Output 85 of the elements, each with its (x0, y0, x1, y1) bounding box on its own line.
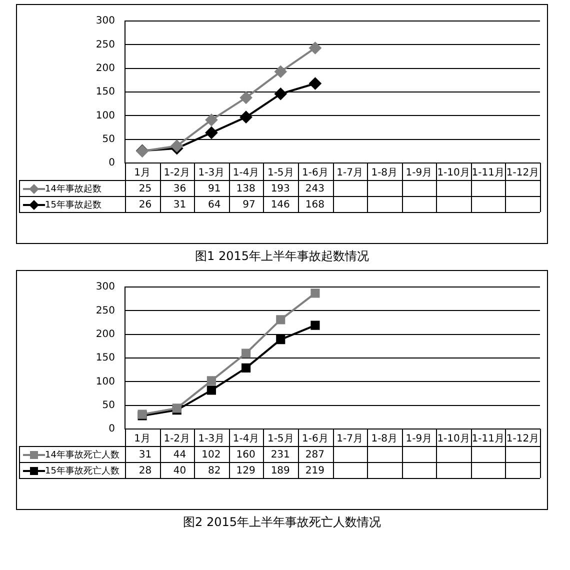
x-tick-label: 1-2月 (164, 168, 190, 179)
y-tick-label: 150 (96, 352, 115, 364)
x-tick-label: 1-5月 (267, 168, 294, 179)
point (205, 126, 218, 139)
x-tick-label: 1-3月 (198, 434, 225, 445)
data-label: 138 (236, 184, 256, 195)
y-tick-label: 50 (102, 134, 115, 145)
text: 图1 2015年上半年事故起数情况 (194, 248, 370, 265)
data-label: 160 (236, 450, 256, 461)
y-tick-label: 0 (108, 158, 115, 169)
data-label: 146 (270, 200, 290, 211)
x-tick-label: 1-10月 (437, 168, 470, 179)
point (170, 140, 183, 152)
x-tick-label: 1-11月 (472, 434, 504, 445)
point (240, 92, 252, 104)
point (242, 348, 251, 358)
point (205, 114, 218, 126)
x-tick-label: 1-11月 (472, 168, 504, 179)
point (310, 320, 320, 330)
legend-label: 15年事故死亡人数 (45, 465, 120, 476)
legend-label: 15年事故起数 (45, 199, 102, 210)
point (310, 288, 320, 298)
data-label: 129 (236, 466, 256, 477)
data-label: 31 (173, 200, 186, 211)
point (309, 77, 322, 90)
data-label: 28 (138, 466, 152, 477)
data-label: 193 (270, 184, 290, 195)
point (276, 335, 286, 344)
data-label: 82 (208, 466, 221, 477)
y-tick-label: 0 (108, 424, 115, 435)
y-tick-label: 250 (96, 39, 115, 50)
data-label: 25 (138, 184, 152, 195)
point (276, 315, 286, 324)
y-tick-label: 300 (96, 16, 115, 27)
x-tick-label: 1-2月 (164, 434, 190, 445)
data-label: 31 (138, 450, 152, 461)
y-tick-label: 250 (96, 305, 115, 316)
y-tick-label: 300 (96, 282, 115, 293)
data-label: 219 (305, 466, 324, 477)
text: 图2 2015年上半年事故死亡人数情况 (182, 514, 382, 531)
x-tick-label: 1-12月 (506, 168, 540, 179)
data-label: 36 (173, 184, 186, 195)
x-tick-label: 1-7月 (336, 434, 363, 445)
x-tick-label: 1-6月 (302, 168, 328, 179)
point (206, 376, 216, 386)
data-label: 64 (208, 200, 221, 211)
point (240, 111, 252, 124)
data-label: 231 (270, 450, 290, 461)
data-label: 91 (208, 184, 221, 195)
x-tick-label: 1-5月 (267, 434, 294, 445)
x-tick-label: 1-4月 (232, 168, 260, 179)
point (206, 386, 216, 395)
y-tick-label: 100 (96, 110, 115, 122)
y-tick-label: 200 (96, 328, 115, 340)
x-tick-label: 1-3月 (198, 168, 225, 179)
data-label: 168 (305, 200, 324, 211)
data-label: 40 (173, 466, 186, 477)
point (274, 88, 287, 100)
y-tick-label: 50 (102, 400, 115, 411)
x-tick-label: 1-7月 (336, 168, 363, 179)
data-label: 102 (202, 450, 221, 461)
data-label: 97 (242, 200, 256, 211)
x-tick-label: 1-8月 (371, 168, 398, 179)
point (274, 66, 287, 78)
x-tick-label: 1月 (134, 434, 150, 445)
data-label: 189 (270, 466, 290, 477)
x-tick-label: 1-9月 (406, 168, 432, 179)
x-tick-label: 1-12月 (506, 434, 540, 445)
x-tick-label: 1月 (134, 168, 150, 179)
data-label: 243 (305, 184, 324, 195)
x-tick-label: 1-4月 (232, 434, 260, 445)
x-tick-label: 1-10月 (437, 434, 470, 445)
x-tick-label: 1-8月 (371, 434, 398, 445)
y-tick-label: 200 (96, 62, 115, 74)
y-tick-label: 150 (96, 86, 115, 98)
x-tick-label: 1-9月 (406, 434, 432, 445)
y-tick-label: 100 (96, 376, 115, 388)
legend-label: 14年事故死亡人数 (45, 449, 120, 460)
x-tick-label: 1-6月 (302, 434, 328, 445)
point (242, 363, 251, 372)
point (309, 42, 322, 54)
data-label: 44 (173, 450, 186, 461)
legend-label: 14年事故起数 (45, 183, 102, 194)
data-label: 26 (138, 200, 152, 211)
data-label: 287 (305, 450, 324, 461)
